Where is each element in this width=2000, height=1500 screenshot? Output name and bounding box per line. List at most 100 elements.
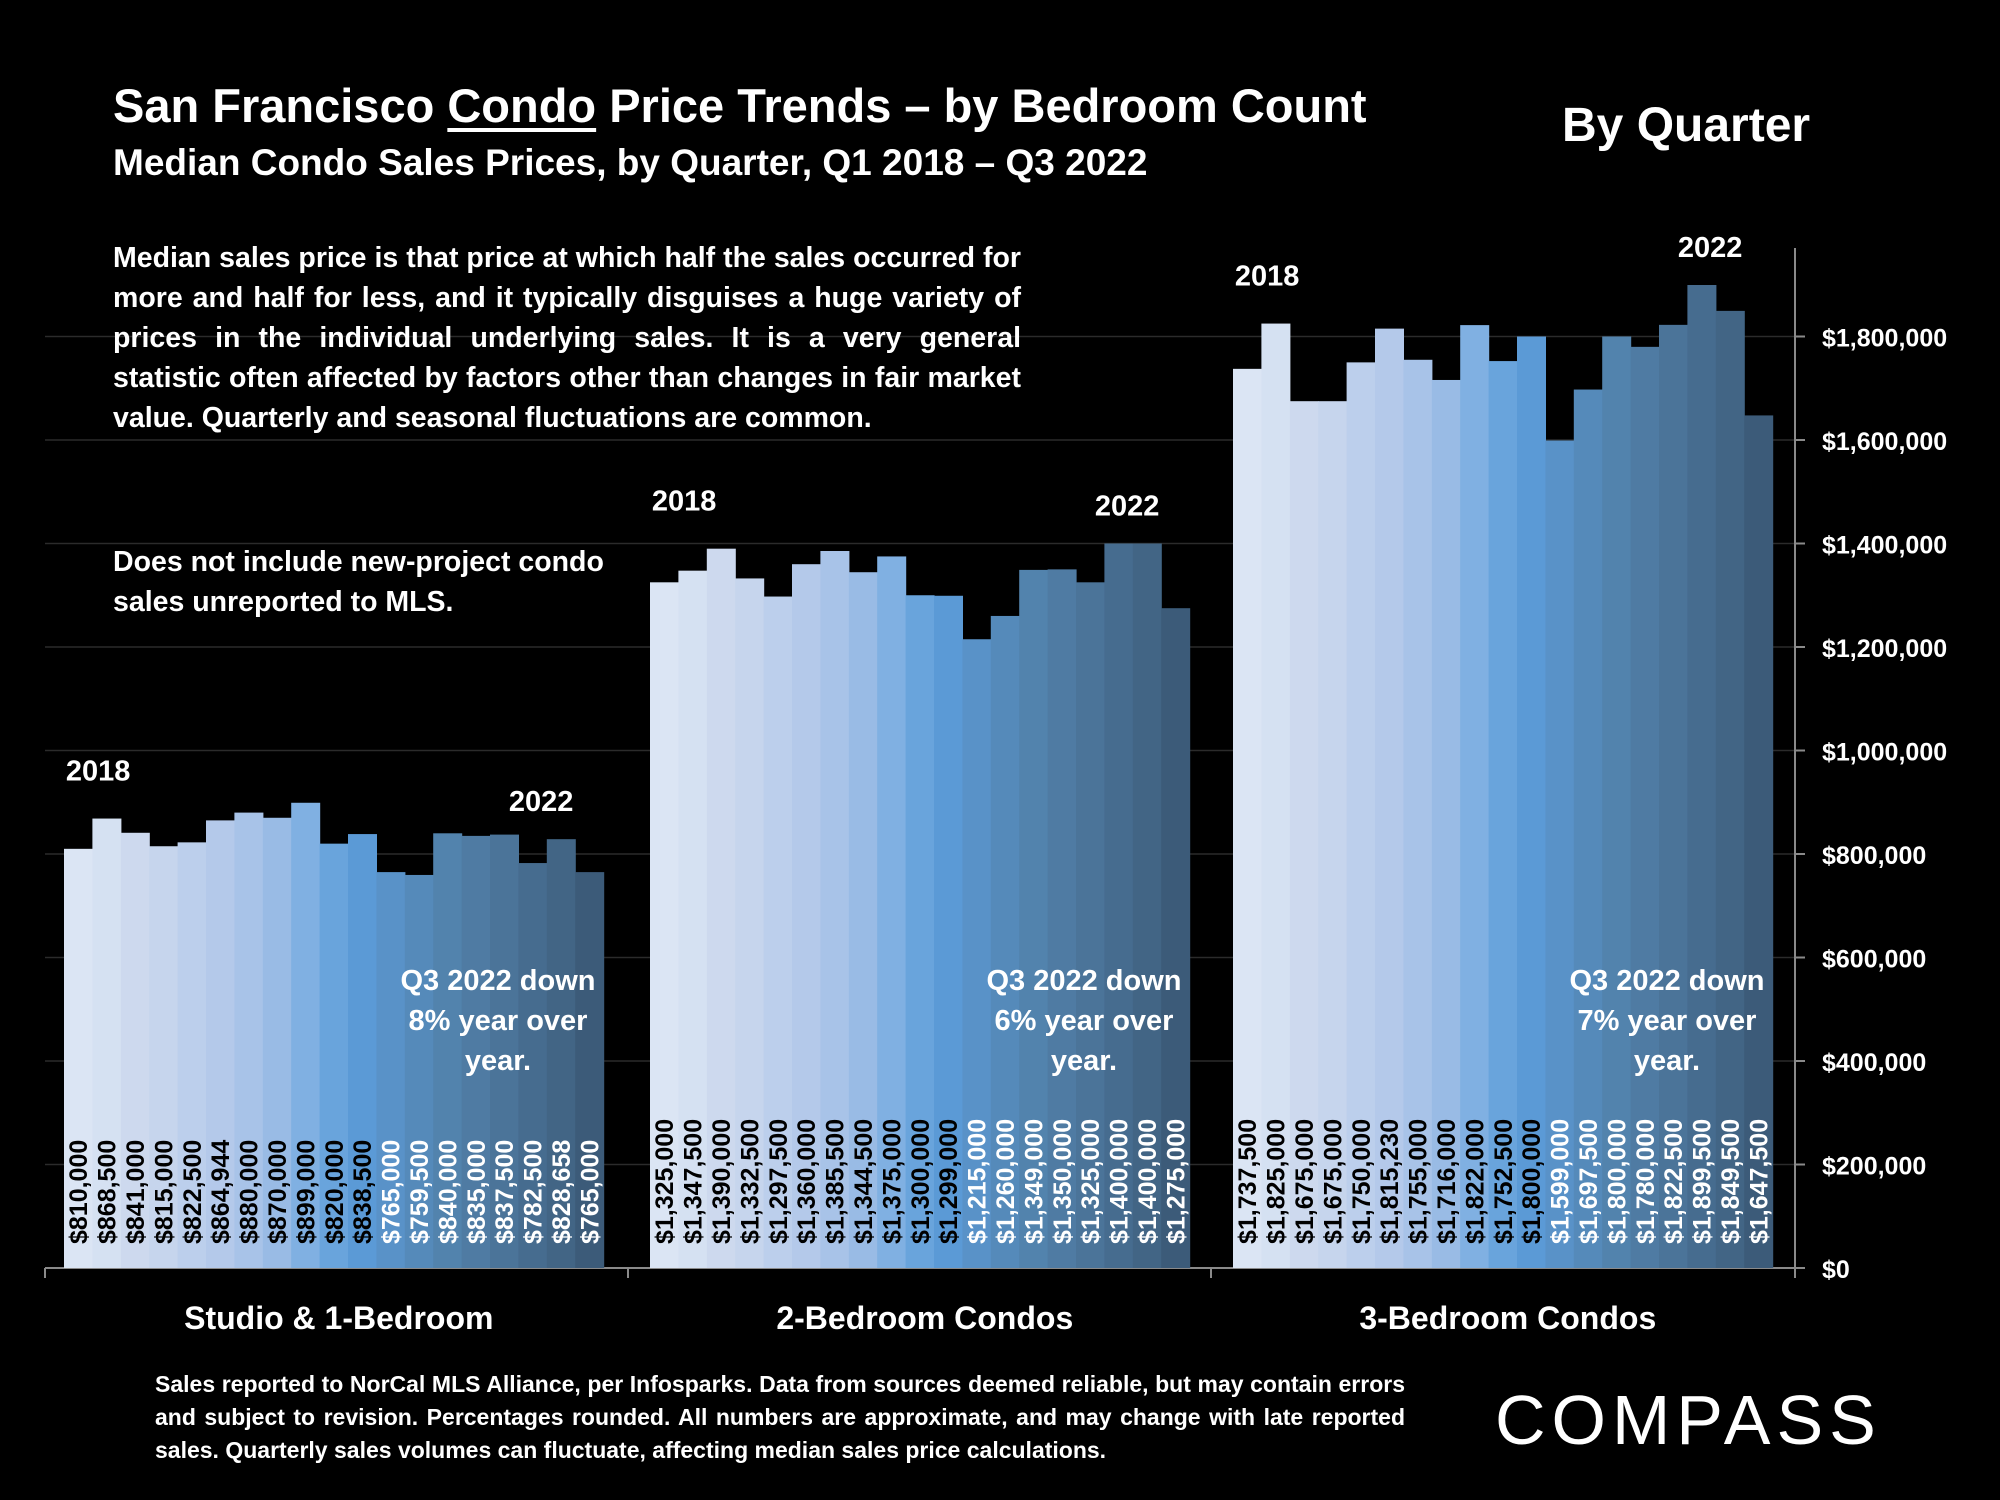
bar [1517,336,1546,1268]
yoy-annotation: year. [465,1045,531,1077]
data-label: $1,815,230 [1376,1119,1404,1244]
bar [763,596,793,1268]
data-label: $868,500 [94,1140,122,1244]
bar [1403,359,1433,1269]
data-label: $1,716,000 [1433,1119,1461,1244]
bar [490,834,519,1268]
y-tick-label: $400,000 [1822,1049,1926,1077]
y-tick-label: $1,200,000 [1822,635,1947,663]
chart-title: San Francisco Condo Price Trends – by Be… [113,78,1367,133]
bar [1460,325,1490,1268]
yoy-annotation: Q3 2022 down [400,965,595,997]
bar [291,802,321,1268]
bar [1375,328,1404,1268]
data-label: $1,332,500 [736,1119,764,1244]
data-label: $1,215,000 [964,1119,992,1244]
data-label: $838,500 [349,1140,377,1244]
bar [1132,543,1162,1268]
data-label: $1,325,000 [651,1119,679,1244]
data-label: $1,260,000 [992,1119,1020,1244]
yoy-annotation: Q3 2022 down [986,965,1181,997]
bar [1687,285,1717,1268]
bar [848,572,878,1268]
bar [1744,415,1774,1268]
bar [1076,582,1105,1268]
bar [792,564,821,1268]
data-label: $1,752,500 [1490,1119,1518,1244]
data-label: $810,000 [65,1140,93,1244]
start-year-label: 2018 [652,486,717,518]
data-label: $1,822,000 [1461,1119,1489,1244]
data-label: $1,800,000 [1603,1119,1631,1244]
data-label: $820,000 [321,1140,349,1244]
bar [1488,361,1518,1268]
chart-subtitle: Median Condo Sales Prices, by Quarter, Q… [113,142,1148,183]
bar [433,833,463,1268]
data-label: $837,500 [491,1140,519,1244]
bar [206,820,235,1268]
y-tick-label: $600,000 [1822,946,1926,974]
title-underlined-word: Condo [447,79,597,132]
bar [1545,440,1575,1269]
data-label: $841,000 [122,1140,150,1244]
y-tick-label: $800,000 [1822,842,1926,870]
bar [1715,310,1745,1268]
bar [820,551,850,1268]
bar [678,570,708,1268]
data-label: $1,385,500 [822,1119,850,1244]
y-tick-label: $200,000 [1822,1153,1926,1181]
bar [461,835,491,1268]
data-label: $1,325,000 [1077,1119,1105,1244]
end-year-label: 2022 [1095,491,1160,523]
data-label: $1,750,000 [1348,1119,1376,1244]
data-label: $1,697,500 [1575,1119,1603,1244]
bar [234,812,264,1268]
data-label: $1,299,000 [935,1119,963,1244]
data-label: $1,375,000 [878,1119,906,1244]
bar [92,818,122,1268]
bar [319,843,349,1268]
bar [1318,401,1348,1268]
bar [934,595,963,1268]
data-label: $1,400,000 [1134,1119,1162,1244]
y-tick-label: $1,400,000 [1822,532,1947,560]
yoy-annotation: year. [1634,1045,1700,1077]
bar [1659,324,1688,1268]
data-label: $1,822,500 [1660,1119,1688,1244]
bar [1573,389,1603,1268]
y-tick-label: $0 [1822,1256,1850,1284]
bar [575,872,605,1268]
data-label: $1,825,000 [1263,1119,1291,1244]
start-year-label: 2018 [1235,261,1300,293]
data-label: $1,347,500 [680,1119,708,1244]
exclusion-note: Does not include new-project condo sales… [113,546,604,618]
footer-disclaimer: Sales reported to NorCal MLS Alliance, p… [155,1371,1405,1463]
data-label: $1,344,500 [850,1119,878,1244]
data-label: $1,300,000 [907,1119,935,1244]
data-label: $815,000 [150,1140,178,1244]
data-label: $759,500 [406,1140,434,1244]
y-tick-label: $1,800,000 [1822,325,1947,353]
category-label: Studio & 1-Bedroom [184,1300,493,1336]
data-label: $864,944 [207,1140,235,1244]
bar [1019,569,1049,1268]
bar [376,872,406,1268]
y-tick-label: $1,600,000 [1822,428,1947,456]
end-year-label: 2022 [509,786,574,818]
bar [518,863,548,1268]
median-definition-note: Median sales price is that price at whic… [113,242,1021,434]
bar [404,874,434,1268]
bar [706,548,736,1268]
data-label: $899,000 [292,1140,320,1244]
data-label: $1,755,000 [1405,1119,1433,1244]
data-label: $1,675,000 [1291,1119,1319,1244]
data-label: $870,000 [264,1140,292,1244]
data-label: $765,000 [576,1140,604,1244]
data-label: $1,390,000 [708,1119,736,1244]
category-label: 3-Bedroom Condos [1359,1300,1656,1336]
yoy-annotation: year. [1051,1045,1117,1077]
bar [120,832,150,1268]
yoy-annotation: 8% year over [409,1005,588,1037]
bar [1104,543,1134,1268]
